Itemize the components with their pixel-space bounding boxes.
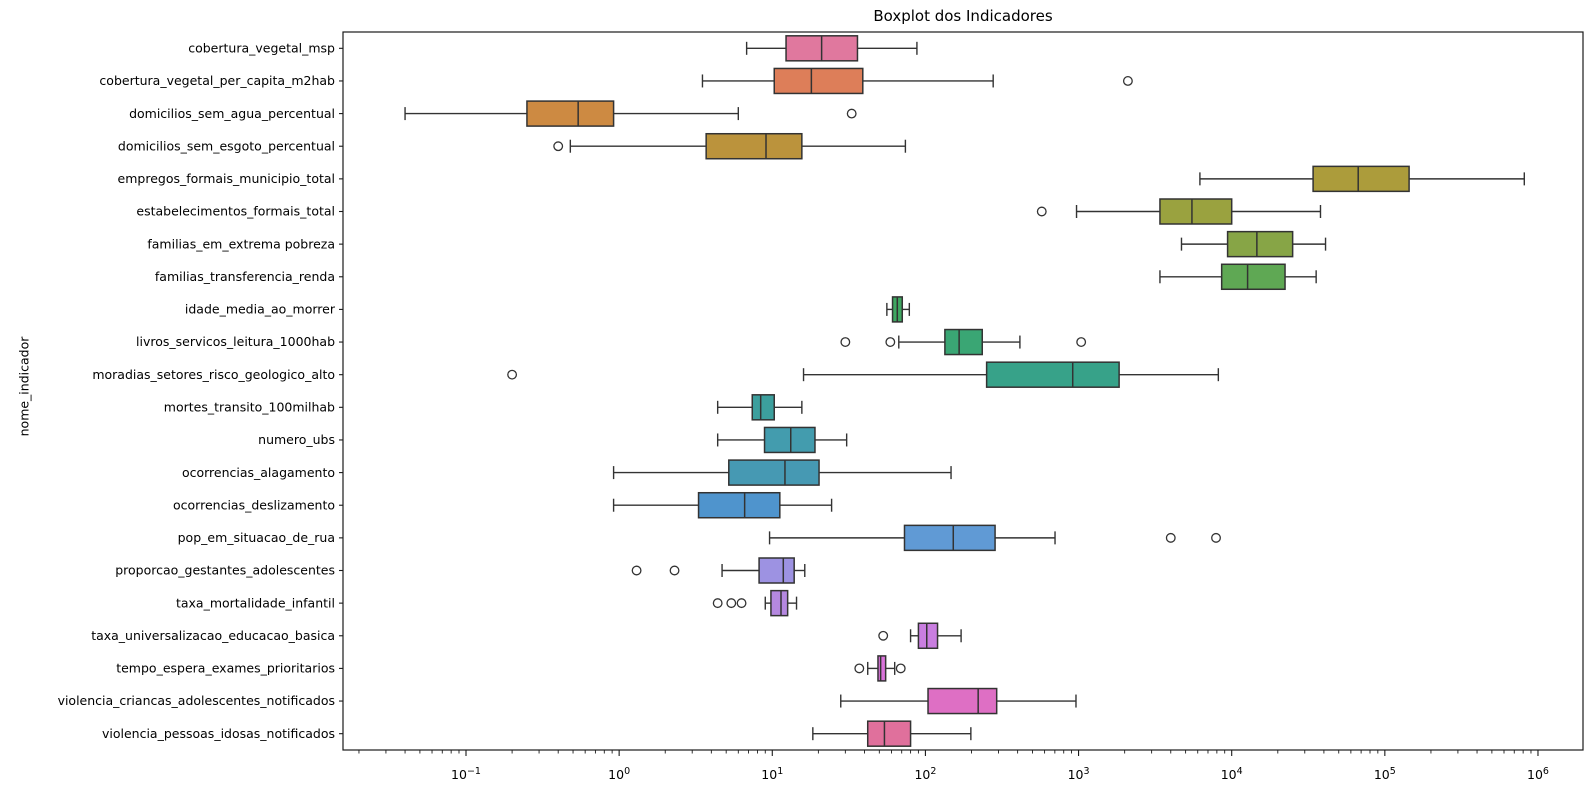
iqr-box — [1159, 198, 1233, 225]
category-label: empregos_formais_municipio_total — [118, 171, 335, 186]
iqr-box — [927, 687, 998, 715]
box-row-taxa_universalizacao_educacao_basica — [878, 622, 962, 650]
iqr-box — [1312, 165, 1410, 193]
iqr-box — [526, 100, 615, 127]
category-label: cobertura_vegetal_msp — [188, 41, 335, 56]
box-row-tempo_espera_exames_prioritarios — [854, 655, 906, 682]
category-label: tempo_espera_exames_prioritarios — [116, 661, 335, 676]
box-row-livros_servicos_leitura_1000hab — [840, 328, 1087, 356]
box-row-ocorrencias_deslizamento — [612, 491, 833, 519]
outlier-point — [669, 565, 680, 576]
category-label: pop_em_situacao_de_rua — [178, 530, 335, 545]
box-row-familias_transferencia_renda — [1159, 263, 1317, 291]
iqr-box — [705, 132, 803, 160]
iqr-box — [1220, 263, 1286, 291]
category-label: familias_em_extrema pobreza — [147, 236, 335, 251]
box-row-idade_media_ao_morrer — [886, 296, 911, 323]
iqr-box — [917, 622, 939, 650]
x-tick-label: 104 — [1221, 766, 1243, 782]
outlier-point — [726, 598, 737, 609]
iqr-box — [903, 524, 996, 552]
outlier-point — [507, 369, 518, 380]
plot-border — [342, 31, 1584, 751]
outlier-point — [553, 141, 564, 152]
box-row-domicilios_sem_agua_percentual — [404, 100, 857, 127]
x-tick-label: 106 — [1527, 766, 1549, 782]
box-row-empregos_formais_municipio_total — [1199, 165, 1525, 193]
outlier-point — [854, 663, 865, 674]
x-tick-label: 101 — [761, 766, 783, 782]
outlier-point — [1076, 337, 1087, 347]
category-label: familias_transferencia_renda — [155, 269, 335, 284]
category-label: livros_servicos_leitura_1000hab — [136, 334, 335, 349]
box-row-ocorrencias_alagamento — [612, 459, 952, 486]
category-label: taxa_universalizacao_educacao_basica — [91, 628, 335, 643]
iqr-box — [697, 491, 781, 519]
iqr-box — [866, 720, 912, 747]
box-row-violencia_criancas_adolescentes_notificados — [840, 687, 1077, 715]
box-row-proporcao_gestantes_adolescentes — [631, 557, 806, 584]
iqr-box — [877, 655, 887, 682]
outlier-point — [840, 337, 851, 347]
outlier-point — [846, 108, 857, 119]
x-tick-label: 105 — [1374, 766, 1396, 782]
category-label: moradias_setores_risco_geologico_alto — [92, 367, 335, 382]
iqr-box — [758, 557, 795, 584]
category-label: ocorrencias_deslizamento — [173, 497, 335, 512]
box-row-pop_em_situacao_de_rua — [768, 524, 1221, 552]
outlier-point — [712, 598, 723, 609]
category-label: mortes_transito_100milhab — [164, 400, 335, 415]
category-label: proporcao_gestantes_adolescentes — [115, 563, 335, 578]
outlier-point — [736, 598, 747, 609]
box-row-estabelecimentos_formais_total — [1036, 198, 1322, 225]
category-label: estabelecimentos_formais_total — [136, 204, 335, 219]
outlier-point — [885, 337, 896, 347]
category-label: numero_ubs — [258, 432, 335, 447]
iqr-box — [770, 589, 789, 617]
y-axis-title: nome_indicador — [16, 336, 32, 437]
x-tick-label: 102 — [914, 766, 936, 782]
category-label: ocorrencias_alagamento — [182, 465, 335, 480]
chart-title: Boxplot dos Indicadores — [873, 7, 1053, 25]
outlier-point — [631, 565, 642, 576]
outlier-point — [1211, 532, 1221, 543]
outlier-point — [895, 663, 906, 674]
box-row-cobertura_vegetal_msp — [745, 35, 918, 62]
box-row-taxa_mortalidade_infantil — [712, 589, 798, 617]
box-row-cobertura_vegetal_per_capita_m2hab — [701, 67, 1133, 95]
category-label: idade_media_ao_morrer — [185, 302, 336, 317]
box-row-numero_ubs — [716, 426, 848, 454]
category-label: domicilios_sem_esgoto_percentual — [118, 138, 335, 153]
box-row-familias_em_extrema pobreza — [1180, 230, 1327, 258]
category-label: violencia_pessoas_idosas_notificados — [102, 726, 335, 741]
iqr-box — [1226, 230, 1294, 258]
category-label: domicilios_sem_agua_percentual — [129, 106, 335, 121]
category-label: taxa_mortalidade_infantil — [176, 595, 335, 610]
box-row-mortes_transito_100milhab — [716, 394, 803, 421]
iqr-box — [751, 394, 775, 421]
box-row-moradias_setores_risco_geologico_alto — [507, 361, 1220, 388]
x-tick-label: 100 — [608, 766, 630, 782]
outlier-point — [1122, 76, 1133, 86]
box-row-violencia_pessoas_idosas_notificados — [812, 720, 972, 747]
x-tick-label: 103 — [1068, 766, 1090, 782]
iqr-box — [728, 459, 820, 486]
iqr-box — [763, 426, 816, 454]
iqr-box — [944, 328, 983, 356]
outlier-point — [1165, 532, 1176, 543]
iqr-box — [773, 67, 864, 95]
category-label: violencia_criancas_adolescentes_notifica… — [58, 693, 335, 708]
category-label: cobertura_vegetal_per_capita_m2hab — [99, 73, 335, 88]
outlier-point — [1036, 206, 1047, 217]
box-row-domicilios_sem_esgoto_percentual — [553, 132, 907, 160]
outlier-point — [878, 630, 889, 641]
iqr-box — [985, 361, 1120, 388]
x-tick-label: 10−1 — [451, 766, 481, 782]
